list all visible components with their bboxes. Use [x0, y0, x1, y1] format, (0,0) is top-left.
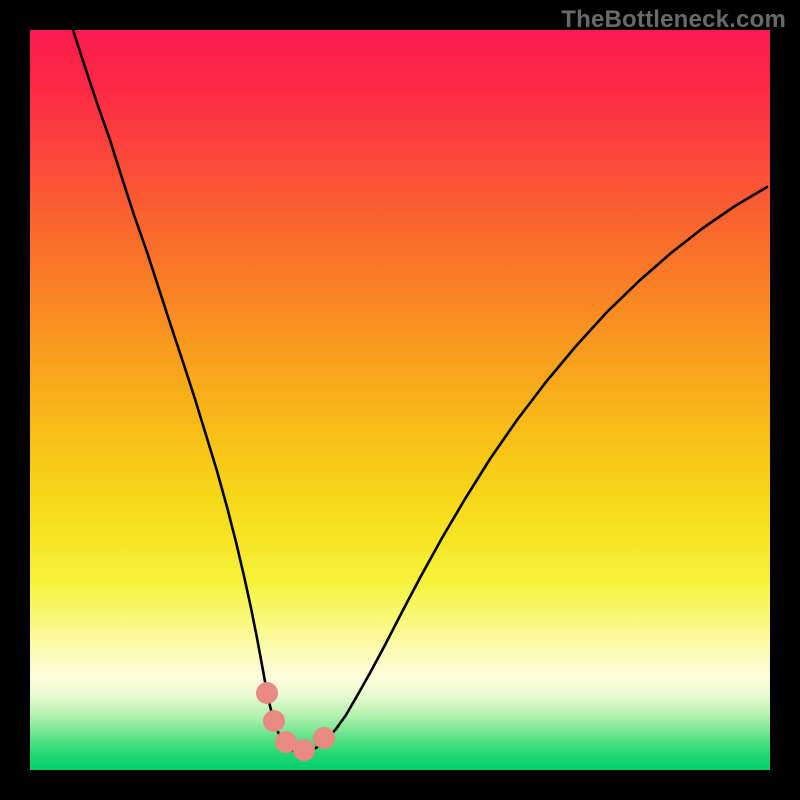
- curve-marker: [293, 739, 315, 761]
- bottleneck-curve-chart: [0, 0, 800, 800]
- curve-marker: [313, 727, 335, 749]
- curve-marker: [256, 682, 278, 704]
- watermark-label: TheBottleneck.com: [561, 6, 786, 34]
- chart-background-gradient: [30, 30, 770, 770]
- chart-frame: TheBottleneck.com: [0, 0, 800, 800]
- curve-marker: [263, 710, 285, 732]
